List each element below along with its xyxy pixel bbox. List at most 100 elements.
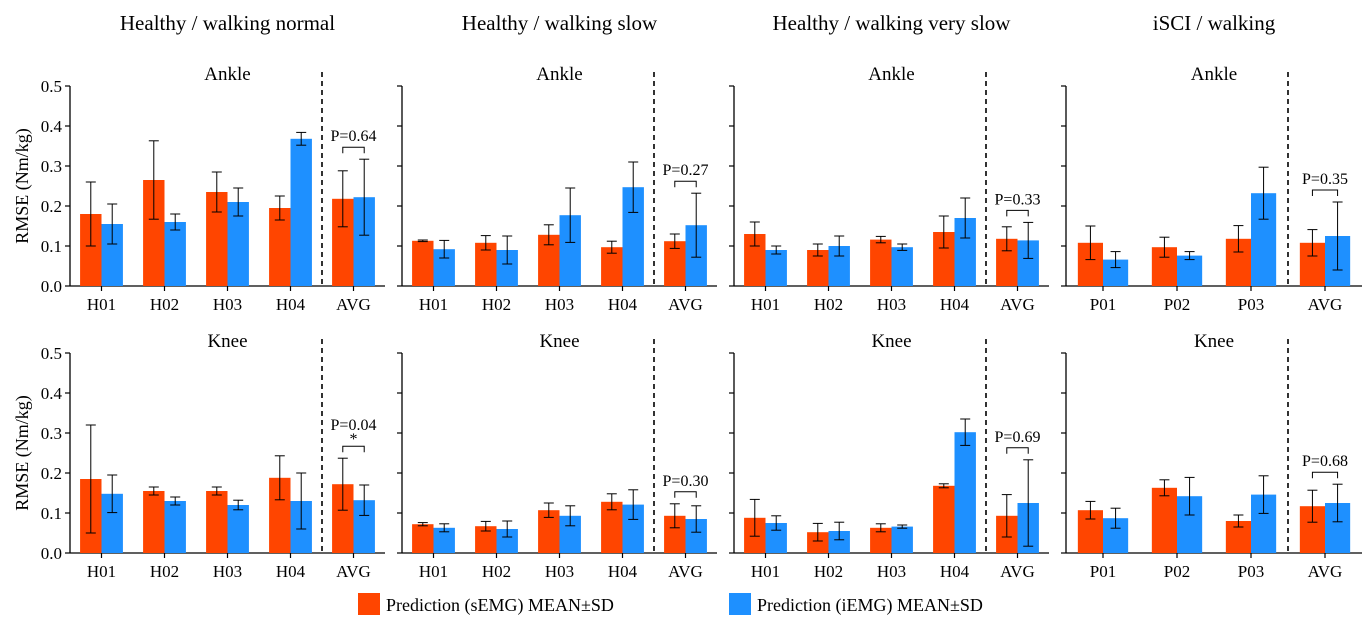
panel-knee-2: Knee H01 H02 H03 H04 AVG P=0.30 bbox=[397, 331, 717, 581]
bar-semg-AVG bbox=[664, 241, 686, 286]
bar-semg-P02 bbox=[1151, 487, 1177, 553]
bar-semg-H01 bbox=[80, 214, 102, 286]
x-tick-label: H04 bbox=[940, 562, 970, 581]
panel-ankle-4: iSCI / walking Ankle P01 P02 P03 AVG P=0.35 bbox=[1061, 11, 1362, 314]
bar-iemg-H03 bbox=[891, 247, 913, 286]
x-tick-label: H03 bbox=[213, 295, 242, 314]
bar-semg-H04 bbox=[601, 501, 623, 553]
bar-iemg-H03 bbox=[227, 202, 249, 286]
x-tick-label: H03 bbox=[877, 295, 906, 314]
x-tick-label: P03 bbox=[1238, 295, 1264, 314]
y-tick-label: 0.4 bbox=[41, 117, 63, 136]
panel-title: Ankle bbox=[1191, 64, 1237, 85]
x-tick-label: AVG bbox=[668, 562, 703, 581]
y-tick-label: 0.4 bbox=[41, 384, 63, 403]
bar-semg-AVG bbox=[332, 198, 354, 286]
column-title: Healthy / walking slow bbox=[462, 11, 658, 35]
significance-bracket bbox=[1311, 471, 1339, 479]
y-tick-label: 0.2 bbox=[41, 464, 62, 483]
panel-knee-1: Knee RMSE (Nm/kg) 0.0 0.1 0.2 0.3 0.4 0.5 H01 H02… bbox=[12, 331, 385, 581]
p-value-label: P=0.04 bbox=[331, 417, 377, 434]
bar-iemg-H04 bbox=[954, 432, 976, 553]
bar-semg-H02 bbox=[143, 491, 165, 553]
y-tick-label: 0.1 bbox=[41, 504, 62, 523]
chart-panels: Healthy / walking normal Ankle RMSE (Nm/kg… bbox=[12, 11, 1362, 581]
bar-iemg-AVG bbox=[353, 197, 375, 286]
y-tick-label: 0.2 bbox=[41, 197, 62, 216]
y-tick-label: 0.3 bbox=[41, 157, 62, 176]
significance-bracket bbox=[1006, 209, 1029, 217]
bar-iemg-H03 bbox=[559, 515, 581, 553]
x-tick-label: H03 bbox=[545, 295, 574, 314]
legend: Prediction (sEMG) MEAN±SD Prediction (iE… bbox=[358, 593, 983, 616]
bar-iemg-H02 bbox=[164, 222, 186, 286]
y-axis-label: RMSE (Nm/kg) bbox=[12, 395, 33, 511]
bar-iemg-H04 bbox=[622, 504, 644, 553]
column-title: Healthy / walking normal bbox=[120, 11, 335, 35]
bar-iemg-H04 bbox=[954, 218, 976, 286]
p-value-label: P=0.27 bbox=[663, 162, 709, 179]
panel-title: Knee bbox=[539, 331, 579, 352]
panel-title: Knee bbox=[207, 331, 247, 352]
bar-iemg-H01 bbox=[101, 493, 123, 553]
x-tick-label: P02 bbox=[1164, 562, 1190, 581]
bar-semg-H03 bbox=[538, 234, 560, 286]
y-tick-label: 0.0 bbox=[41, 544, 62, 563]
bar-iemg-H01 bbox=[765, 523, 787, 553]
bar-iemg-H03 bbox=[891, 526, 913, 553]
bar-semg-AVG bbox=[332, 484, 354, 553]
x-tick-label: H02 bbox=[150, 295, 179, 314]
legend-label-iemg: Prediction (iEMG) MEAN±SD bbox=[757, 595, 983, 616]
x-tick-label: AVG bbox=[1308, 562, 1343, 581]
bar-semg-H03 bbox=[870, 527, 892, 553]
bar-semg-H01 bbox=[412, 524, 434, 553]
bar-iemg-H01 bbox=[101, 224, 123, 286]
x-tick-label: H03 bbox=[213, 562, 242, 581]
x-tick-label: AVG bbox=[336, 562, 371, 581]
y-tick-label: 0.3 bbox=[41, 424, 62, 443]
significance-bracket bbox=[1311, 189, 1339, 196]
p-value-label: P=0.69 bbox=[995, 429, 1041, 446]
bar-iemg-H02 bbox=[496, 250, 518, 286]
bar-iemg-H04 bbox=[290, 138, 312, 286]
bar-iemg-P02 bbox=[1177, 255, 1203, 286]
x-tick-label: H04 bbox=[608, 562, 638, 581]
significance-bracket bbox=[342, 445, 365, 453]
x-tick-label: H04 bbox=[940, 295, 970, 314]
bar-semg-H03 bbox=[870, 239, 892, 286]
bar-semg-H04 bbox=[601, 247, 623, 286]
bar-semg-H04 bbox=[269, 208, 291, 286]
x-tick-label: AVG bbox=[1000, 295, 1035, 314]
p-value-label: P=0.33 bbox=[995, 191, 1041, 208]
x-tick-label: AVG bbox=[668, 295, 703, 314]
p-value-label: P=0.68 bbox=[1302, 453, 1348, 470]
x-tick-label: H04 bbox=[276, 562, 306, 581]
y-tick-label: 0.0 bbox=[41, 277, 62, 296]
bar-iemg-AVG bbox=[353, 500, 375, 553]
column-title: Healthy / walking very slow bbox=[773, 11, 1012, 35]
y-tick-label: 0.5 bbox=[41, 77, 62, 96]
panel-ankle-3: Healthy / walking very slow Ankle H01 H02 H0… bbox=[729, 11, 1049, 314]
bar-semg-H03 bbox=[538, 510, 560, 553]
x-tick-label: H01 bbox=[751, 562, 780, 581]
y-axis-label: RMSE (Nm/kg) bbox=[12, 128, 33, 244]
column-title: iSCI / walking bbox=[1153, 11, 1276, 35]
x-tick-label: P01 bbox=[1090, 562, 1116, 581]
x-tick-label: P01 bbox=[1090, 295, 1116, 314]
x-tick-label: H01 bbox=[87, 562, 116, 581]
bar-semg-H02 bbox=[475, 242, 497, 286]
bar-semg-H02 bbox=[807, 532, 829, 553]
x-tick-label: H03 bbox=[877, 562, 906, 581]
y-tick-label: 0.5 bbox=[41, 344, 62, 363]
bar-iemg-H04 bbox=[622, 187, 644, 286]
significance-bracket bbox=[674, 491, 697, 498]
bar-semg-H02 bbox=[807, 250, 829, 286]
x-tick-label: H02 bbox=[814, 562, 843, 581]
bar-iemg-H01 bbox=[765, 250, 787, 286]
p-value-label: P=0.35 bbox=[1302, 171, 1348, 188]
panel-title: Ankle bbox=[204, 64, 250, 85]
x-tick-label: H01 bbox=[419, 562, 448, 581]
x-tick-label: H02 bbox=[482, 295, 511, 314]
bar-semg-H04 bbox=[933, 485, 955, 553]
